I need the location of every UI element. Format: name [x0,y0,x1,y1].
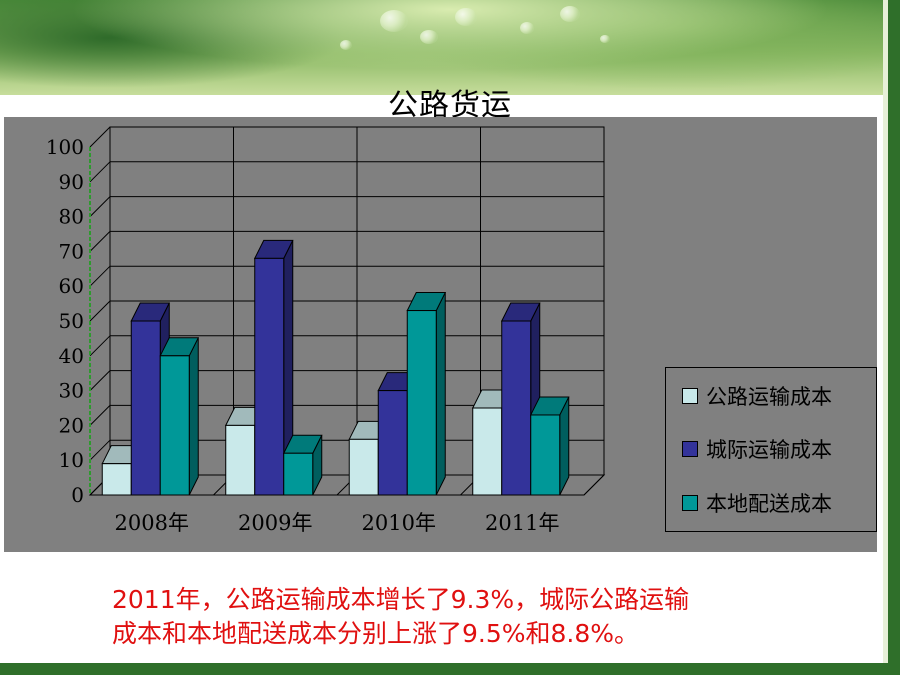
y-tick-label: 20 [59,413,84,437]
y-tick-label: 100 [46,135,84,159]
legend-label: 公路运输成本 [706,385,832,409]
bar-side [188,337,199,496]
legend-item: 城际运输成本 [682,435,832,463]
gridline-side [89,300,111,322]
bar [159,355,190,496]
gridline-side [89,231,111,252]
chart-legend: 公路运输成本 城际运输成本 本地配送成本 [665,367,877,532]
x-tick-label: 2008年 [115,511,189,535]
legend-swatch [682,441,698,457]
x-tick-label: 2011年 [485,511,559,535]
legend-swatch [682,495,698,511]
y-tick-label: 90 [59,170,84,194]
y-tick-label: 50 [59,309,84,333]
x-tick-label: 2009年 [238,511,312,535]
gridline-side [89,335,111,357]
header-banner [0,0,900,95]
bar [530,414,561,496]
y-tick-label: 80 [59,205,84,229]
y-tick-label: 0 [71,483,84,507]
gridline-side [89,439,111,461]
bar [130,320,161,496]
bar [472,407,503,496]
bar [283,452,314,496]
chart-panel: 0 10 20 30 40 50 60 70 80 90 100 2008年 2009年 2010年 201… [4,117,877,552]
gridline-side [89,196,111,217]
y-tick-label: 70 [59,239,84,263]
legend-swatch [682,388,698,404]
legend-label: 本地配送成本 [706,492,832,516]
right-accent-bar [888,0,900,675]
bar [101,463,132,496]
bar [377,390,408,496]
y-tick-label: 10 [59,448,84,472]
bar-side [435,292,446,496]
bar-chart: 0 10 20 30 40 50 60 70 80 90 100 2008年 2009年 2010年 201… [46,126,606,535]
caption-line: 成本和本地配送成本分别上涨了9.5%和8.8%。 [112,619,640,648]
bar [348,438,379,496]
gridline-side [89,265,111,287]
caption-text: 2011年，公路运输成本增长了9.3%，城际公路运输 成本和本地配送成本分别上涨… [112,583,812,651]
bar [225,424,256,496]
y-tick-label: 30 [59,379,84,403]
bar [501,320,532,496]
gridline-side [89,370,111,391]
floor-divider [583,474,605,496]
legend-item: 公路运输成本 [682,382,832,410]
bottom-accent-bar [0,663,900,675]
legend-label: 城际运输成本 [706,438,832,462]
bar [406,310,437,496]
legend-item: 本地配送成本 [682,489,832,517]
caption-line: 2011年，公路运输成本增长了9.3%，城际公路运输 [112,585,690,614]
right-accent-stripe [883,0,888,675]
x-tick-label: 2010年 [362,511,436,535]
gridline-side [89,126,111,148]
gridline-side [89,405,111,426]
gridline-side [89,161,111,183]
bar [254,257,285,496]
y-tick-label: 60 [59,274,84,298]
y-tick-label: 40 [59,344,84,368]
